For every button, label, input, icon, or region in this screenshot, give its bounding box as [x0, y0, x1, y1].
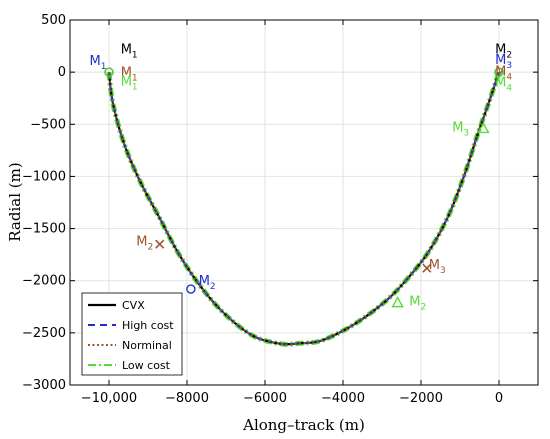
- y-axis-ticks: 500 0 −500 −1000 −1500 −2000 −2500 −3000: [22, 13, 538, 393]
- x-tick-label: −10,000: [81, 391, 137, 406]
- x-axis-ticks: −10,000 −8000 −6000 −4000 −2000 0: [81, 20, 503, 406]
- legend-label: Low cost: [122, 359, 171, 372]
- x-tick-label: 0: [495, 391, 503, 406]
- y-tick-label: 500: [41, 13, 66, 28]
- marker-circle: [104, 67, 114, 77]
- legend-label: High cost: [122, 319, 174, 332]
- x-tick-label: −6000: [243, 391, 287, 406]
- legend-label: Norminal: [122, 339, 172, 352]
- marker-x: [155, 239, 165, 249]
- y-tick-label: −2000: [22, 274, 66, 289]
- series-line-norminal: [108, 71, 500, 346]
- y-tick-label: −500: [30, 117, 66, 132]
- y-tick-label: −3000: [22, 378, 66, 393]
- x-tick-label: −4000: [321, 391, 365, 406]
- marker-triangle: [391, 296, 404, 308]
- legend: CVX High cost Norminal Low cost: [81, 292, 183, 376]
- x-tick-label: −2000: [399, 391, 443, 406]
- y-tick-label: −2500: [22, 326, 66, 341]
- legend-label: CVX: [122, 299, 145, 312]
- y-axis-title: Radial (m): [6, 162, 24, 241]
- series-layer: [106, 71, 502, 347]
- y-tick-label: 0: [58, 65, 66, 80]
- x-tick-label: −8000: [165, 391, 209, 406]
- marker-circle: [186, 284, 196, 294]
- marker-layer: [104, 67, 504, 308]
- marker-x: [422, 263, 432, 273]
- legend-box: [81, 292, 183, 376]
- marker-circle: [494, 67, 504, 77]
- y-tick-label: −1500: [22, 222, 66, 237]
- x-axis-title: Along–track (m): [242, 416, 365, 434]
- y-tick-label: −1000: [22, 169, 66, 184]
- marker-triangle: [477, 122, 490, 134]
- plot-frame: [69, 19, 539, 386]
